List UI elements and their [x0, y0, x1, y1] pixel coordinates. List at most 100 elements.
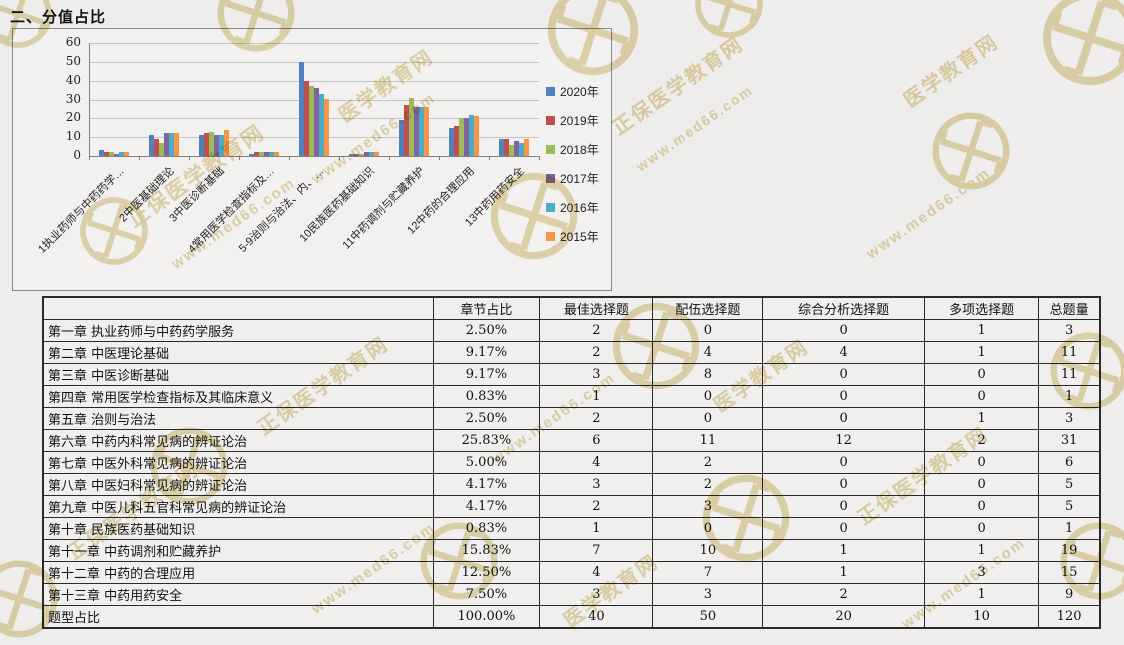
legend-item: 2020年 [546, 77, 599, 106]
bar [204, 133, 209, 156]
value-cell: 1 [762, 539, 926, 562]
legend-item: 2019年 [546, 106, 599, 135]
bar [269, 152, 274, 156]
value-cell: 0 [924, 473, 1040, 496]
value-cell: 15 [1038, 561, 1101, 584]
value-cell: 3 [652, 495, 764, 518]
table-row: 第八章 中医妇科常见病的辨证论治 4.17% 3 2 0 0 5 [42, 473, 1101, 496]
bar [414, 107, 419, 156]
value-cell: 3 [539, 583, 654, 606]
value-cell: 0 [762, 319, 926, 342]
bar [174, 133, 179, 156]
value-cell: 15.83% [432, 539, 541, 562]
table-header-cell: 配伍选择题 [652, 296, 764, 320]
value-cell: 2 [539, 407, 654, 430]
legend-swatch-icon [546, 203, 555, 212]
legend-item: 2015年 [546, 222, 599, 251]
value-cell: 5 [1038, 495, 1101, 518]
value-cell: 7.50% [432, 583, 541, 606]
value-cell: 3 [924, 561, 1040, 584]
value-cell: 2 [539, 319, 654, 342]
value-cell: 0 [762, 517, 926, 540]
bar [124, 152, 129, 156]
x-axis-tick [139, 156, 140, 160]
table-row: 第十三章 中药用药安全 7.50% 3 3 2 1 9 [42, 583, 1101, 606]
bar [359, 154, 364, 156]
table-header-cell: 最佳选择题 [539, 296, 654, 320]
gridline [89, 80, 539, 82]
chapter-cell: 第九章 中医儿科五官科常见病的辨证论治 [42, 495, 434, 518]
bar [199, 135, 204, 156]
value-cell: 3 [539, 363, 654, 386]
table-row: 第五章 治则与治法 2.50% 2 0 0 1 3 [42, 407, 1101, 430]
table-head: 章节占比 最佳选择题 配伍选择题 综合分析选择题 多项选择题 总题量 [42, 296, 1101, 320]
table-header-cell: 综合分析选择题 [762, 296, 926, 320]
watermark-text: 正保医学教育网 [609, 33, 748, 140]
value-cell: 10 [924, 605, 1040, 629]
table-row: 第一章 执业药师与中药药学服务 2.50% 2 0 0 1 3 [42, 319, 1101, 342]
bar [459, 118, 464, 156]
value-cell: 20 [762, 605, 926, 629]
value-cell: 19 [1038, 539, 1101, 562]
data-table: 章节占比 最佳选择题 配伍选择题 综合分析选择题 多项选择题 总题量 第一章 执业药师与中… [42, 296, 1101, 629]
table-row: 第十二章 中药的合理应用 12.50% 4 7 1 3 15 [42, 561, 1101, 584]
value-cell: 12 [762, 429, 926, 452]
value-cell: 0 [652, 517, 764, 540]
value-cell: 2.50% [432, 319, 541, 342]
value-cell: 4.17% [432, 495, 541, 518]
bar [264, 152, 269, 156]
value-cell: 0 [762, 495, 926, 518]
value-cell: 0 [762, 407, 926, 430]
chapter-cell: 题型占比 [42, 605, 434, 629]
value-cell: 7 [539, 539, 654, 562]
chapter-cell: 第十一章 中药调剂和贮藏养护 [42, 539, 434, 562]
legend-label: 2016年 [560, 201, 599, 215]
chapter-cell: 第二章 中医理论基础 [42, 341, 434, 364]
value-cell: 4 [539, 561, 654, 584]
table-header-cell [42, 296, 434, 320]
table-row: 第二章 中医理论基础 9.17% 2 4 4 1 11 [42, 341, 1101, 364]
bar [214, 135, 219, 156]
x-axis-label: 1执业药师与中药药学… [36, 165, 127, 256]
value-cell: 0 [924, 495, 1040, 518]
value-cell: 1 [924, 407, 1040, 430]
value-cell: 3 [539, 473, 654, 496]
y-axis-tick-label: 20 [65, 110, 81, 125]
y-axis-tick-label: 50 [65, 53, 81, 68]
value-cell: 9.17% [432, 363, 541, 386]
value-cell: 12.50% [432, 561, 541, 584]
bar [319, 94, 324, 156]
legend-label: 2019年 [560, 114, 599, 128]
bar [119, 152, 124, 156]
bar [519, 143, 524, 156]
value-cell: 2 [762, 583, 926, 606]
x-axis-tick [389, 156, 390, 160]
legend-label: 2018年 [560, 143, 599, 157]
value-cell: 0 [924, 451, 1040, 474]
value-cell: 0 [924, 517, 1040, 540]
value-cell: 11 [652, 429, 764, 452]
value-cell: 2.50% [432, 407, 541, 430]
value-cell: 4 [539, 451, 654, 474]
x-axis-tick [539, 156, 540, 160]
bar [299, 62, 304, 156]
value-cell: 0 [762, 363, 926, 386]
value-cell: 1 [1038, 517, 1101, 540]
value-cell: 2 [652, 473, 764, 496]
value-cell: 2 [539, 495, 654, 518]
value-cell: 2 [539, 341, 654, 364]
value-cell: 0 [762, 451, 926, 474]
y-axis-tick-label: 30 [65, 91, 81, 106]
watermark-text: 医学教育网 [900, 30, 1003, 113]
legend-label: 2020年 [560, 85, 599, 99]
bar [324, 99, 329, 156]
table-row: 第九章 中医儿科五官科常见病的辨证论治 4.17% 2 3 0 0 5 [42, 495, 1101, 518]
table-row: 第四章 常用医学检查指标及其临床意义 0.83% 1 0 0 0 1 [42, 385, 1101, 408]
bar [364, 152, 369, 156]
value-cell: 3 [652, 583, 764, 606]
x-axis-tick [439, 156, 440, 160]
value-cell: 0 [652, 407, 764, 430]
chapter-cell: 第四章 常用医学检查指标及其临床意义 [42, 385, 434, 408]
bar [314, 88, 319, 156]
med66-logo-icon [1040, 0, 1124, 88]
